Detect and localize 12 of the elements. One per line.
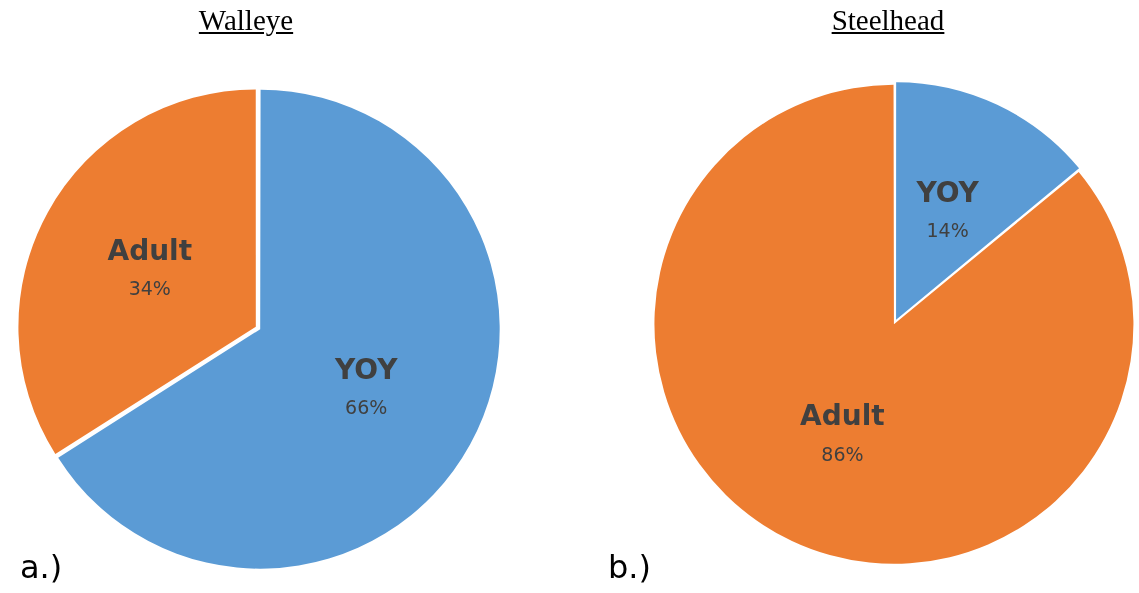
slice-label: YOY <box>334 352 399 386</box>
slice-label: YOY <box>915 175 980 209</box>
data-label: 86% <box>821 442 864 465</box>
text: a.) <box>20 548 63 586</box>
data-label: 14% <box>926 219 969 242</box>
chart-title: Walleye <box>198 4 294 37</box>
data-label: 34% <box>128 277 171 300</box>
chart-title: Steelhead <box>831 4 945 37</box>
data-label: 66% <box>345 396 388 419</box>
slice-label: Adult <box>800 399 885 433</box>
slice-label: Adult <box>107 233 193 267</box>
text: b.) <box>608 548 651 586</box>
